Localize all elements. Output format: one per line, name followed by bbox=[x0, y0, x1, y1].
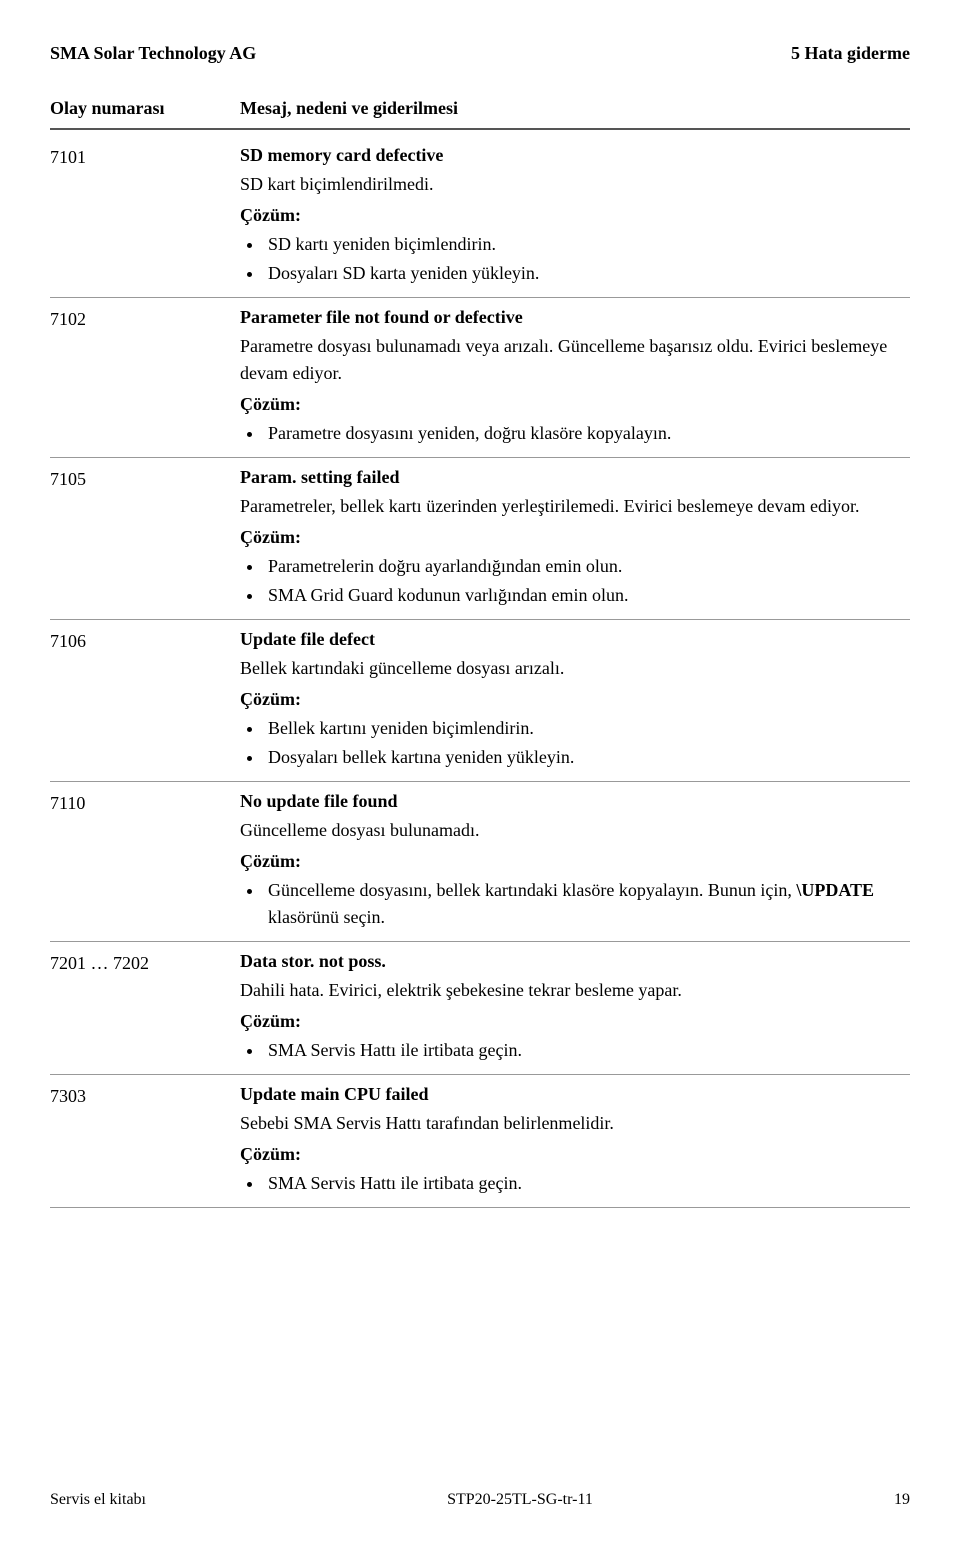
event-description: Parametreler, bellek kartı üzerinden yer… bbox=[240, 493, 910, 520]
solution-label: Çözüm: bbox=[240, 686, 910, 713]
table-row: 7201 … 7202Data stor. not poss.Dahili ha… bbox=[50, 942, 910, 1075]
event-code: 7102 bbox=[50, 304, 240, 449]
solution-label: Çözüm: bbox=[240, 524, 910, 551]
solution-list: SMA Servis Hattı ile irtibata geçin. bbox=[240, 1037, 910, 1064]
event-description: SD kart biçimlendirilmedi. bbox=[240, 171, 910, 198]
solution-list: SD kartı yeniden biçimlendirin.Dosyaları… bbox=[240, 231, 910, 287]
event-message: Data stor. not poss.Dahili hata. Evirici… bbox=[240, 948, 910, 1066]
table-row: 7101SD memory card defectiveSD kart biçi… bbox=[50, 136, 910, 298]
solution-label: Çözüm: bbox=[240, 202, 910, 229]
event-code: 7303 bbox=[50, 1081, 240, 1199]
event-message: SD memory card defectiveSD kart biçimlen… bbox=[240, 142, 910, 289]
solution-item: Parametrelerin doğru ayarlandığından emi… bbox=[264, 553, 910, 580]
footer-page-number: 19 bbox=[894, 1488, 910, 1512]
table-row: 7110No update file foundGüncelleme dosya… bbox=[50, 782, 910, 942]
footer-doc-title: Servis el kitabı bbox=[50, 1488, 146, 1512]
solution-item: Dosyaları bellek kartına yeniden yükleyi… bbox=[264, 744, 910, 771]
event-description: Bellek kartındaki güncelleme dosyası arı… bbox=[240, 655, 910, 682]
event-title: No update file found bbox=[240, 788, 910, 815]
footer-doc-code: STP20-25TL-SG-tr-11 bbox=[447, 1488, 593, 1512]
event-description: Sebebi SMA Servis Hattı tarafından belir… bbox=[240, 1110, 910, 1137]
event-code: 7101 bbox=[50, 142, 240, 289]
solution-item: SMA Servis Hattı ile irtibata geçin. bbox=[264, 1170, 910, 1197]
table-row: 7105Param. setting failedParametreler, b… bbox=[50, 458, 910, 620]
table-row: 7106Update file defectBellek kartındaki … bbox=[50, 620, 910, 782]
solution-item: Parametre dosyasını yeniden, doğru klasö… bbox=[264, 420, 910, 447]
solution-list: SMA Servis Hattı ile irtibata geçin. bbox=[240, 1170, 910, 1197]
event-message: Update main CPU failedSebebi SMA Servis … bbox=[240, 1081, 910, 1199]
solution-label: Çözüm: bbox=[240, 1141, 910, 1168]
solution-list: Güncelleme dosyasını, bellek kartındaki … bbox=[240, 877, 910, 931]
table-header-row: Olay numarası Mesaj, nedeni ve giderilme… bbox=[50, 95, 910, 130]
event-code: 7201 … 7202 bbox=[50, 948, 240, 1066]
solution-label: Çözüm: bbox=[240, 1008, 910, 1035]
event-title: Parameter file not found or defective bbox=[240, 304, 910, 331]
solution-item: Bellek kartını yeniden biçimlendirin. bbox=[264, 715, 910, 742]
solution-label: Çözüm: bbox=[240, 391, 910, 418]
page-footer: Servis el kitabı STP20-25TL-SG-tr-11 19 bbox=[50, 1488, 910, 1512]
solution-item: SD kartı yeniden biçimlendirin. bbox=[264, 231, 910, 258]
event-title: Data stor. not poss. bbox=[240, 948, 910, 975]
solution-item: SMA Servis Hattı ile irtibata geçin. bbox=[264, 1037, 910, 1064]
event-message: Param. setting failedParametreler, belle… bbox=[240, 464, 910, 611]
event-message: Update file defectBellek kartındaki günc… bbox=[240, 626, 910, 773]
event-code: 7106 bbox=[50, 626, 240, 773]
event-message: Parameter file not found or defectivePar… bbox=[240, 304, 910, 449]
event-message: No update file foundGüncelleme dosyası b… bbox=[240, 788, 910, 933]
event-code: 7110 bbox=[50, 788, 240, 933]
header-company: SMA Solar Technology AG bbox=[50, 40, 256, 67]
header-section: 5 Hata giderme bbox=[791, 40, 910, 67]
solution-item: SMA Grid Guard kodunun varlığından emin … bbox=[264, 582, 910, 609]
page-header: SMA Solar Technology AG 5 Hata giderme bbox=[50, 40, 910, 67]
col-header-code: Olay numarası bbox=[50, 95, 240, 122]
event-description: Parametre dosyası bulunamadı veya arızal… bbox=[240, 333, 910, 387]
event-title: Update main CPU failed bbox=[240, 1081, 910, 1108]
solution-list: Parametrelerin doğru ayarlandığından emi… bbox=[240, 553, 910, 609]
table-row: 7102Parameter file not found or defectiv… bbox=[50, 298, 910, 458]
table-row: 7303Update main CPU failedSebebi SMA Ser… bbox=[50, 1075, 910, 1208]
event-title: Update file defect bbox=[240, 626, 910, 653]
solution-list: Bellek kartını yeniden biçimlendirin.Dos… bbox=[240, 715, 910, 771]
event-title: Param. setting failed bbox=[240, 464, 910, 491]
event-description: Güncelleme dosyası bulunamadı. bbox=[240, 817, 910, 844]
solution-label: Çözüm: bbox=[240, 848, 910, 875]
solution-item: Güncelleme dosyasını, bellek kartındaki … bbox=[264, 877, 910, 931]
events-table: Olay numarası Mesaj, nedeni ve giderilme… bbox=[50, 95, 910, 1208]
event-description: Dahili hata. Evirici, elektrik şebekesin… bbox=[240, 977, 910, 1004]
col-header-message: Mesaj, nedeni ve giderilmesi bbox=[240, 95, 910, 122]
event-title: SD memory card defective bbox=[240, 142, 910, 169]
event-code: 7105 bbox=[50, 464, 240, 611]
solution-item: Dosyaları SD karta yeniden yükleyin. bbox=[264, 260, 910, 287]
solution-list: Parametre dosyasını yeniden, doğru klasö… bbox=[240, 420, 910, 447]
table-body: 7101SD memory card defectiveSD kart biçi… bbox=[50, 136, 910, 1208]
